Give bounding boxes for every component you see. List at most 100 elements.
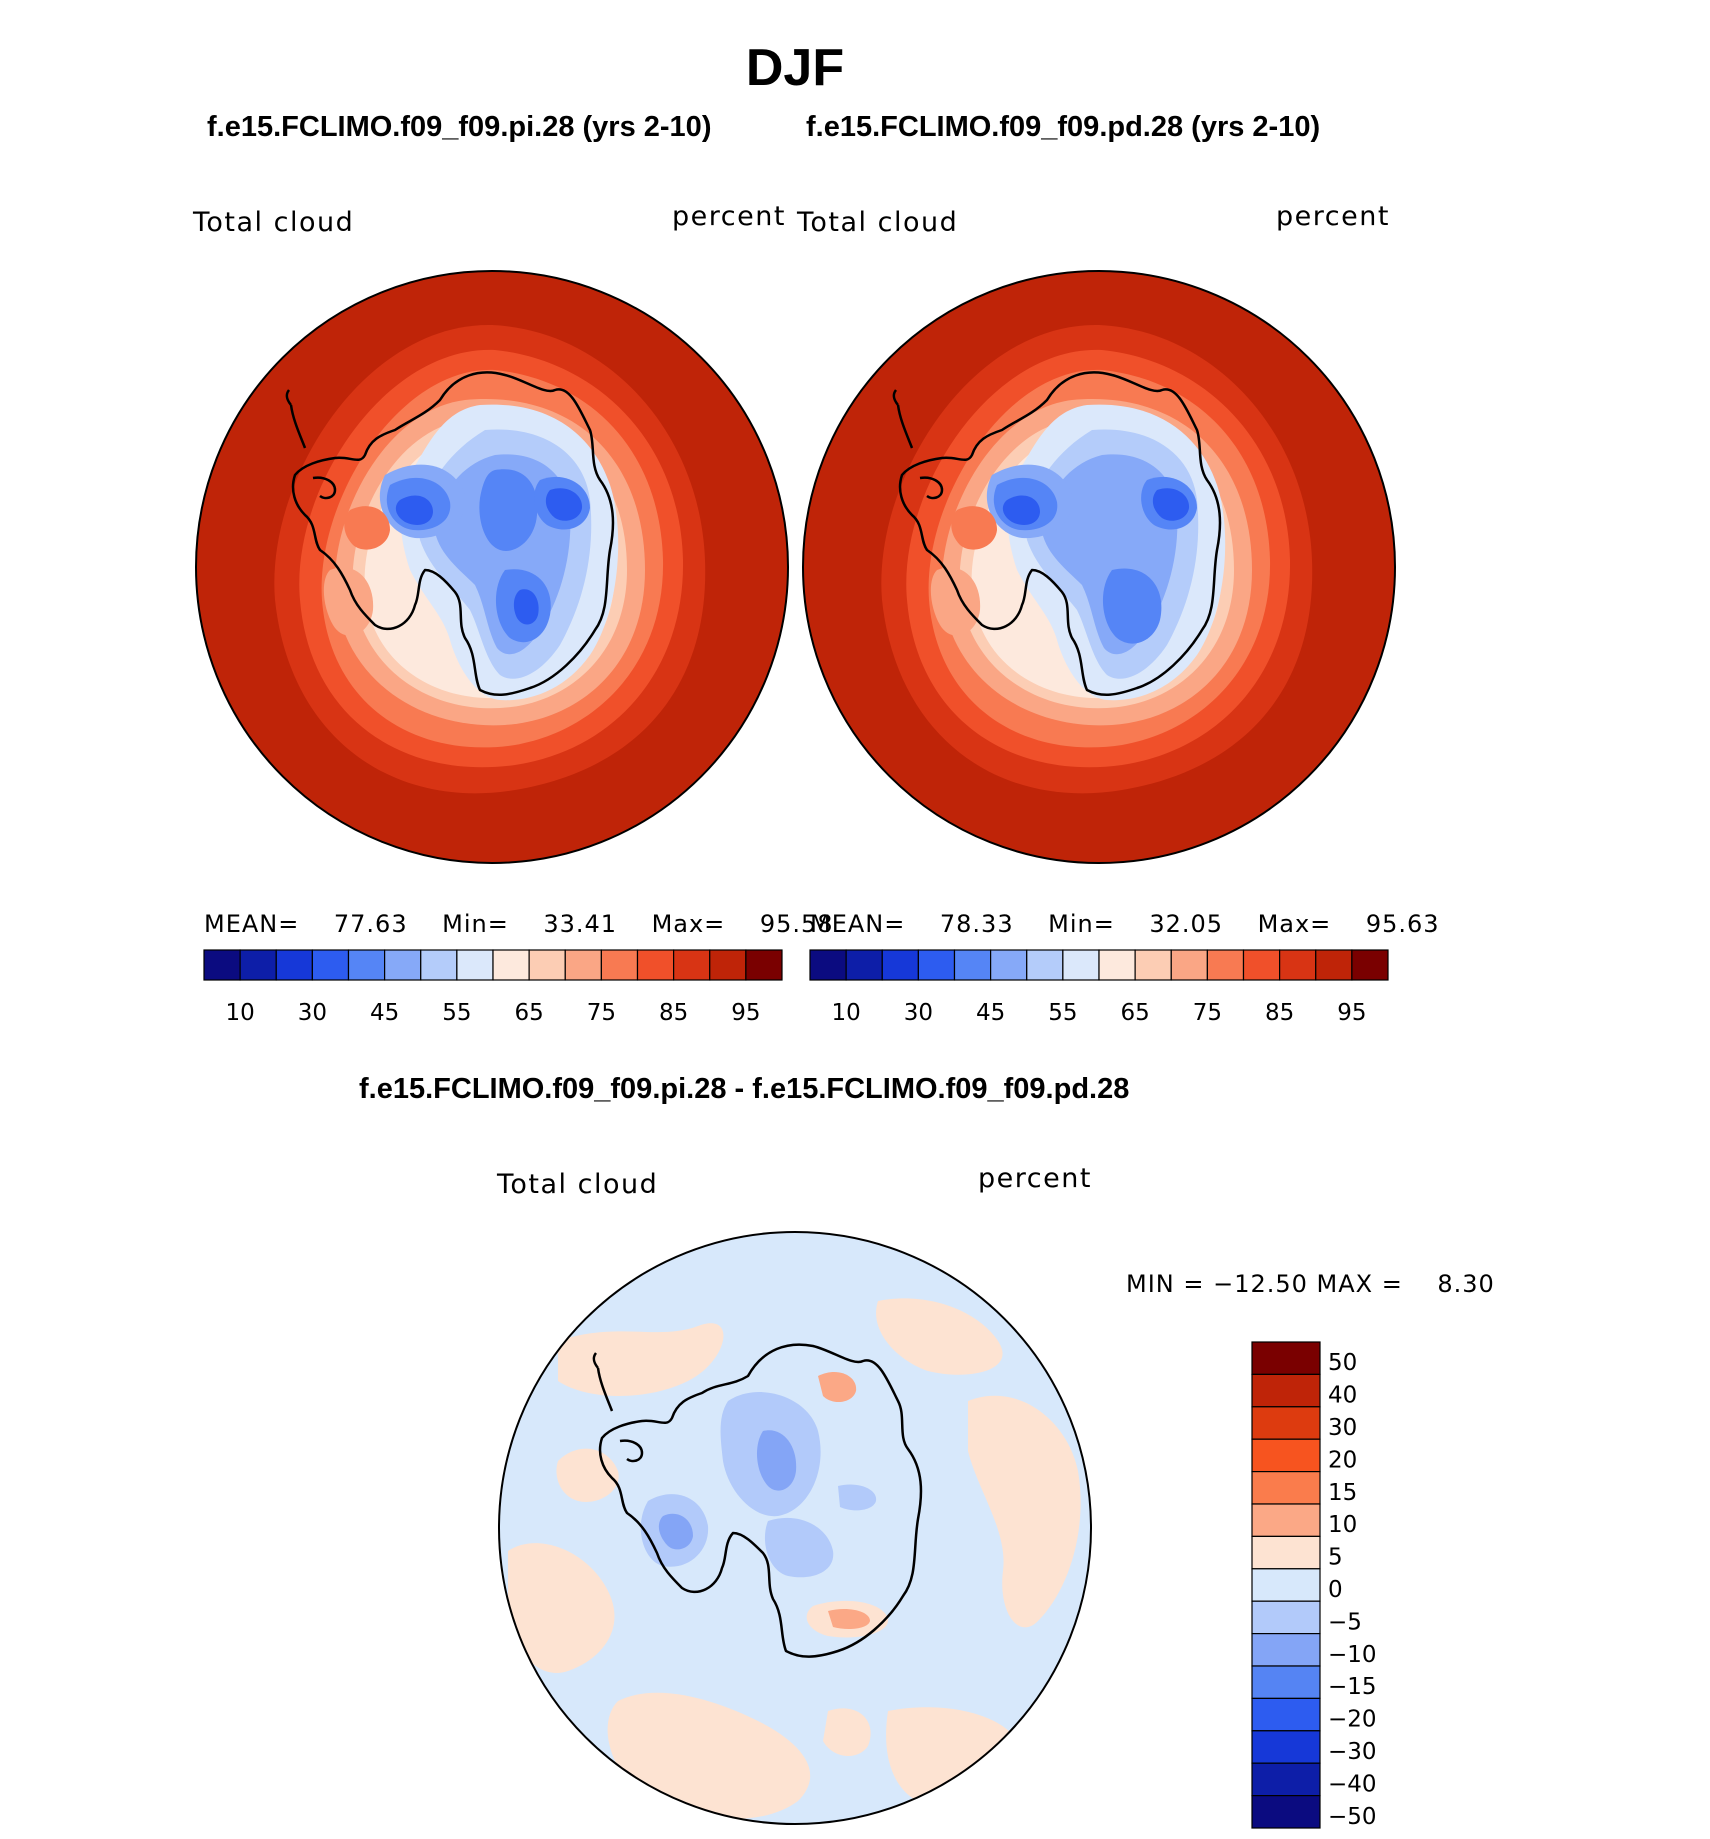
- colorbar-box: [1251, 1406, 1321, 1440]
- panel-left-stats: MEAN= 77.63 Min= 33.41 Max= 95.58: [204, 910, 834, 938]
- colorbar-box: [203, 949, 241, 981]
- mean-value: 78.33: [939, 910, 1014, 938]
- colorbar-box: [636, 949, 675, 981]
- colorbar-tick-label: 20: [1328, 1447, 1357, 1473]
- colorbar-box: [1251, 1600, 1321, 1635]
- colorbar-box: [564, 949, 602, 981]
- mean-value: 77.63: [333, 910, 408, 938]
- colorbar-box: [881, 949, 919, 981]
- colorbar-box: [1251, 1762, 1321, 1797]
- colorbar-box: [1251, 1568, 1321, 1602]
- colorbar-tick-label: 75: [587, 1000, 616, 1026]
- colorbar-tick-label: 85: [659, 1000, 688, 1026]
- colorbar-tick-label: −10: [1328, 1642, 1377, 1668]
- colorbar-tick-label: 30: [298, 1000, 327, 1026]
- colorbar-box: [1279, 949, 1317, 981]
- colorbar-tick-label: 65: [1120, 1000, 1149, 1026]
- colorbar-tick-label: 55: [442, 1000, 471, 1026]
- panel-right-units-label: percent: [1276, 201, 1390, 232]
- colorbar-box: [347, 949, 386, 981]
- colorbar-box: [1170, 949, 1208, 981]
- colorbar-box: [1026, 949, 1064, 981]
- colorbar-box: [1098, 949, 1136, 981]
- max-value: 95.63: [1365, 910, 1440, 938]
- panel-right-stats: MEAN= 78.33 Min= 32.05 Max= 95.63: [810, 910, 1440, 938]
- colorbar-box: [1242, 949, 1281, 981]
- colorbar-tick-label: −20: [1328, 1707, 1377, 1733]
- colorbar-box: [600, 949, 639, 981]
- max-label: Max=: [651, 910, 726, 938]
- colorbar-tick-label: 75: [1193, 1000, 1222, 1026]
- colorbar-tick-label: 50: [1328, 1350, 1357, 1376]
- colorbar-box: [709, 949, 747, 981]
- min-label: Min=: [1048, 910, 1115, 938]
- diff-map: [498, 1231, 1092, 1825]
- panel-left-map: [195, 270, 789, 864]
- panel-right-case-title: f.e15.FCLIMO.f09_f09.pd.28 (yrs 2-10): [806, 111, 1321, 143]
- mean-label: MEAN=: [810, 910, 906, 938]
- colorbar-box: [1134, 949, 1172, 981]
- panel-left-colorbar: 10 30 45 55 65 75 85 95: [203, 949, 783, 1026]
- colorbar-tick-label: 0: [1328, 1577, 1343, 1603]
- panel-right-variable-label: Total cloud: [797, 207, 959, 238]
- colorbar-box: [275, 949, 313, 981]
- max-label: Max=: [1257, 910, 1332, 938]
- colorbar-box: [1351, 949, 1389, 981]
- colorbar-tick-label: 55: [1048, 1000, 1077, 1026]
- colorbar-tick-label: 95: [1337, 1000, 1366, 1026]
- colorbar-box: [953, 949, 992, 981]
- colorbar-box: [1251, 1535, 1321, 1570]
- panel-right-colorbar: 10 30 45 55 65 75 85 95: [809, 949, 1389, 1026]
- colorbar-box: [845, 949, 883, 981]
- colorbar-tick-label: −15: [1328, 1674, 1377, 1700]
- panel-left-units-label: percent: [672, 201, 786, 232]
- colorbar-box: [1251, 1697, 1321, 1732]
- max-value: 95.58: [759, 910, 834, 938]
- colorbar-box: [420, 949, 458, 981]
- colorbar-tick-label: 30: [904, 1000, 933, 1026]
- colorbar-box: [1206, 949, 1245, 981]
- diff-units-label: percent: [978, 1163, 1092, 1194]
- diff-minmax-label: MIN = −12.50 MAX = 8.30: [1126, 1270, 1495, 1298]
- colorbar-box: [745, 949, 783, 981]
- colorbar-tick-label: 45: [370, 1000, 399, 1026]
- colorbar-tick-label: 95: [731, 1000, 760, 1026]
- min-label: Min=: [442, 910, 509, 938]
- colorbar-tick-label: 10: [1328, 1512, 1357, 1538]
- diff-case-title: f.e15.FCLIMO.f09_f09.pi.28 - f.e15.FCLIM…: [359, 1073, 1130, 1105]
- colorbar-box: [1251, 1730, 1321, 1764]
- colorbar-box: [1251, 1438, 1321, 1473]
- diff-variable-label: Total cloud: [497, 1169, 659, 1200]
- colorbar-box: [1315, 949, 1353, 981]
- colorbar-tick-label: −50: [1328, 1804, 1377, 1830]
- min-value: 32.05: [1149, 910, 1224, 938]
- colorbar-box: [456, 949, 494, 981]
- colorbar-tick-label: 30: [1328, 1415, 1357, 1441]
- colorbar-box: [1251, 1795, 1321, 1829]
- colorbar-box: [1251, 1341, 1321, 1376]
- colorbar-box: [917, 949, 956, 981]
- colorbar-tick-label: 65: [514, 1000, 543, 1026]
- colorbar-tick-label: 15: [1328, 1480, 1357, 1506]
- mean-label: MEAN=: [204, 910, 300, 938]
- colorbar-tick-label: 40: [1328, 1383, 1357, 1409]
- colorbar-tick-label: 5: [1328, 1545, 1343, 1571]
- panel-left-variable-label: Total cloud: [193, 207, 355, 238]
- colorbar-tick-label: 85: [1265, 1000, 1294, 1026]
- colorbar-box: [239, 949, 277, 981]
- colorbar-tick-label: 10: [831, 1000, 860, 1026]
- colorbar-box: [311, 949, 350, 981]
- colorbar-box: [492, 949, 530, 981]
- colorbar-box: [1251, 1665, 1321, 1700]
- colorbar-box: [1251, 1503, 1321, 1538]
- figure-title: DJF: [745, 39, 845, 97]
- colorbar-box: [990, 949, 1028, 981]
- colorbar-tick-label: −5: [1328, 1609, 1362, 1635]
- colorbar-box: [809, 949, 847, 981]
- colorbar-box: [384, 949, 422, 981]
- colorbar-box: [1251, 1373, 1321, 1408]
- colorbar-box: [528, 949, 566, 981]
- panel-left-case-title: f.e15.FCLIMO.f09_f09.pi.28 (yrs 2-10): [207, 111, 712, 143]
- colorbar-tick-label: −30: [1328, 1739, 1377, 1765]
